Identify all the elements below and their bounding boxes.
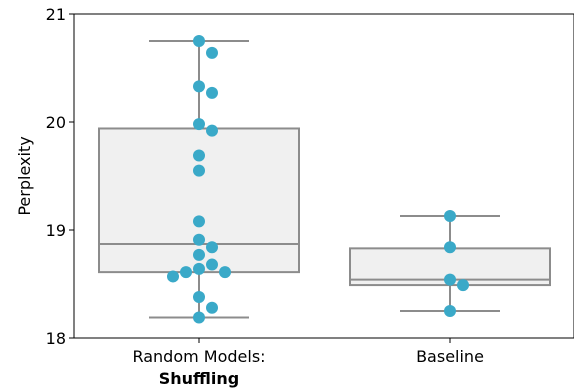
data-point [193, 262, 205, 275]
data-point [193, 80, 205, 93]
x-tick-sublabel: Shuffling [159, 369, 240, 388]
data-point [193, 164, 205, 177]
y-axis-label: Perplexity [15, 136, 34, 215]
axes-layer: 18 19 20 21 Random Models: Shuffling Baseline [46, 5, 574, 388]
boxes-layer [98, 40, 551, 319]
data-point [206, 46, 218, 59]
data-point [206, 241, 218, 254]
data-point [193, 290, 205, 303]
points-layer [167, 35, 469, 324]
data-point [206, 86, 218, 99]
data-point [193, 233, 205, 246]
data-point [193, 118, 205, 131]
data-point [444, 305, 456, 317]
data-point [167, 270, 179, 283]
data-point [193, 149, 205, 162]
data-point [457, 279, 469, 292]
data-point [180, 266, 192, 279]
data-point [444, 209, 456, 222]
data-point [193, 311, 205, 324]
y-tick-label: 18 [46, 329, 66, 348]
y-tick-label: 21 [46, 5, 66, 24]
data-point [193, 35, 205, 47]
plot-frame [73, 13, 574, 339]
data-point [444, 273, 456, 286]
data-point [206, 124, 218, 137]
data-point [444, 241, 456, 254]
x-tick-label: Baseline [416, 347, 484, 366]
y-tick-label: 20 [46, 113, 66, 132]
x-tick-label: Random Models: [132, 347, 265, 366]
y-tick-label: 19 [46, 221, 66, 240]
data-point [193, 215, 205, 228]
data-point [206, 258, 218, 271]
box-1 [349, 214, 551, 312]
data-point [193, 248, 205, 261]
data-point [219, 266, 231, 279]
data-point [206, 301, 218, 314]
